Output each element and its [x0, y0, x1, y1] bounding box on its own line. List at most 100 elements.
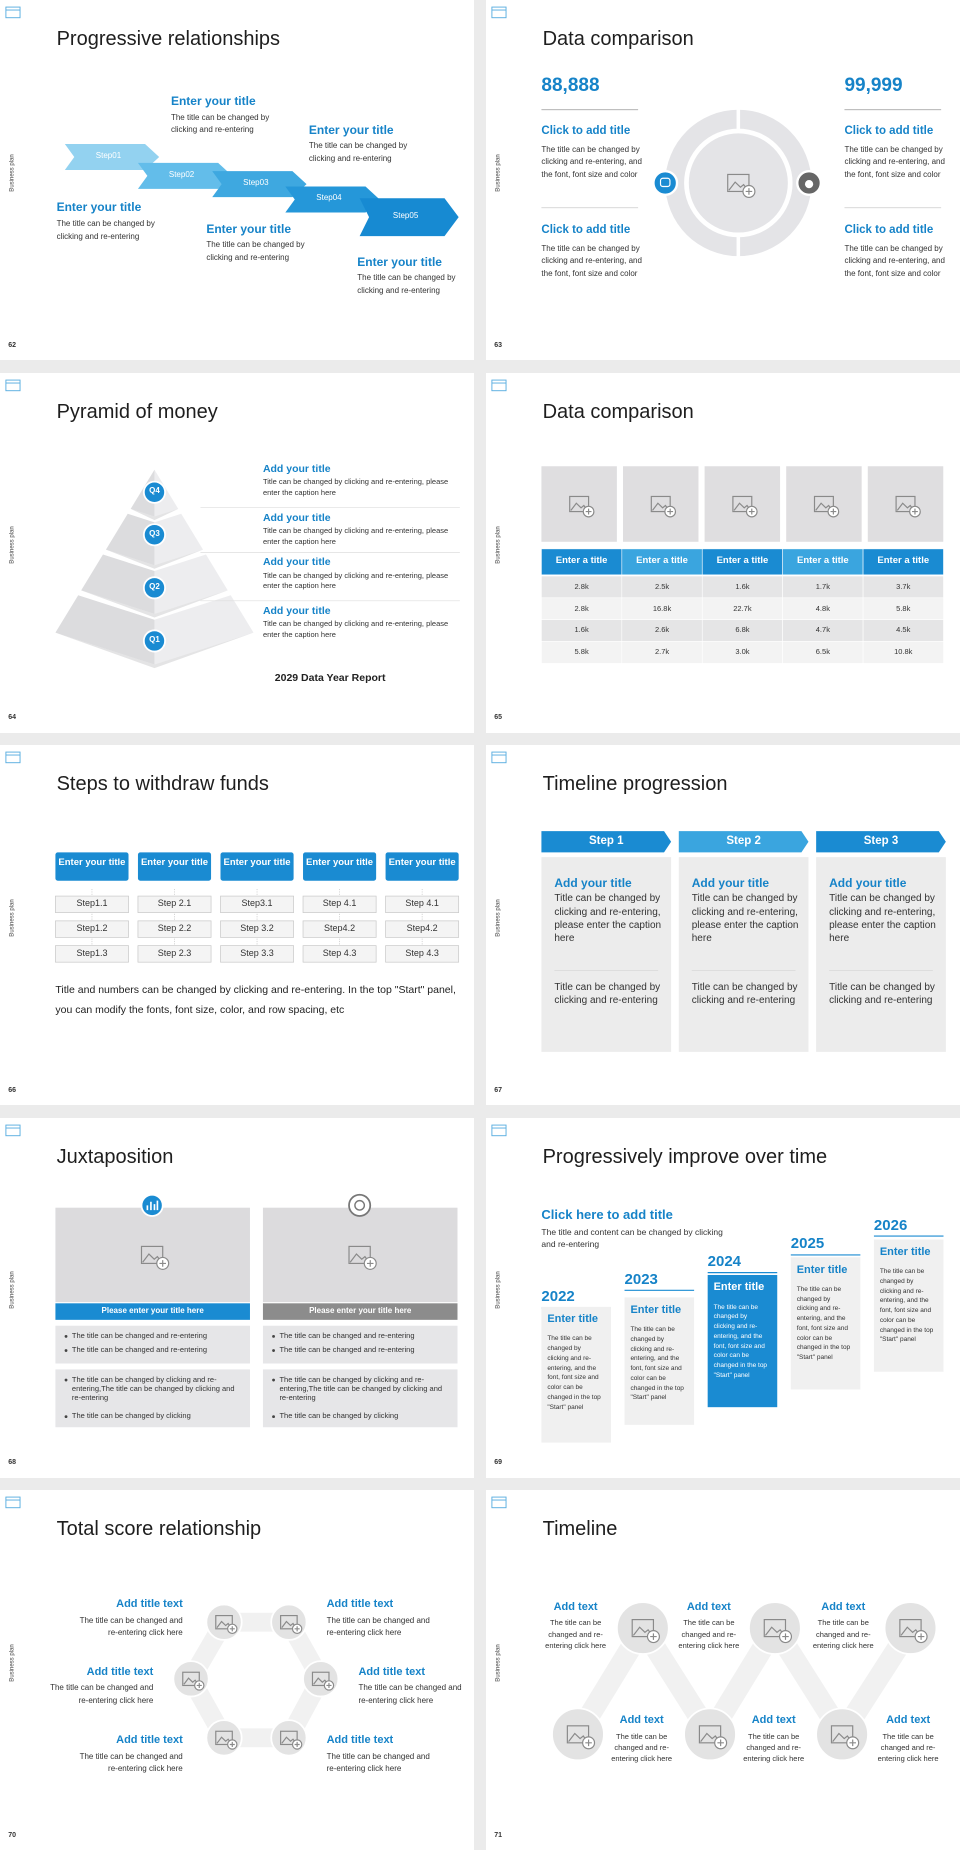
arrow [212, 171, 307, 198]
card-title: Enter title [713, 1281, 765, 1294]
slide[interactable]: Juxtaposition Business plan 68 Please enter… [0, 1117, 474, 1478]
slide-graphics [5, 1496, 340, 1757]
card [678, 857, 809, 1052]
step-text: Step 4.3 [405, 947, 439, 958]
card-title: Enter title [796, 1263, 848, 1276]
item-title: Add title text [116, 1598, 183, 1611]
item-title: Click to add title [541, 124, 631, 137]
year: 2024 [707, 1253, 742, 1271]
slide[interactable]: Progressively improve over time Business … [486, 1117, 960, 1478]
caption: Please enter your title here [101, 1306, 204, 1316]
item-body: The title can be changed by clicking and… [357, 273, 456, 295]
slide[interactable]: Data comparison Business plan 63 88,888 99,9… [486, 0, 960, 360]
step-text: Step4.2 [324, 923, 356, 934]
image-icon [196, 1682, 202, 1689]
slide[interactable]: Data comparison Business plan 65 Enter a ti… [486, 372, 960, 733]
header-text: Enter your title [140, 857, 209, 869]
cell-text: 4.7k [815, 625, 830, 635]
item-body: The title can be changed by clicking and… [844, 144, 945, 179]
card-title: Enter title [630, 1303, 682, 1316]
year-card [790, 1256, 861, 1389]
slide-logo [5, 6, 21, 19]
image-icon [215, 1730, 233, 1746]
step-text: Step 2.3 [157, 947, 192, 958]
slide[interactable]: Steps to withdraw funds Business plan 66 En… [0, 745, 474, 1105]
header-box [220, 852, 294, 881]
step-box [302, 895, 377, 913]
image-icon [585, 1739, 592, 1747]
header-cell [701, 548, 783, 575]
card-title: Add your title [691, 875, 770, 890]
cell-text: 6.5k [815, 647, 830, 657]
header-text: Enter a title [636, 555, 688, 567]
year: 2026 [873, 1216, 908, 1234]
image-icon [140, 1245, 164, 1264]
step-box [137, 945, 212, 963]
node [615, 1601, 670, 1655]
step-box [385, 895, 460, 913]
slide-title: Progressive relationships [56, 28, 281, 51]
item-title: Enter your title [308, 122, 394, 137]
step-text: Step4.2 [406, 923, 438, 934]
slide-graphics [491, 751, 946, 1052]
header-text: Enter a title [555, 555, 608, 567]
year-card [541, 1306, 611, 1443]
image-icon [159, 1259, 166, 1267]
slide-logo [5, 1124, 21, 1136]
item-body: The title can be changed and re-entering… [611, 1731, 673, 1764]
item-body: The title can be changed by clicking and… [308, 141, 408, 163]
slide[interactable]: Progressive relationships Business plan 62… [0, 0, 474, 360]
arrow [64, 144, 160, 170]
slide[interactable]: Total score relationship Business plan 70 A… [0, 1490, 474, 1850]
slide[interactable]: Timeline progression Business plan 67 Step … [486, 745, 960, 1105]
item-body: Title can be changed by clicking and re-… [262, 477, 449, 498]
card [816, 857, 946, 1052]
node [270, 1603, 308, 1641]
slide-logo [491, 751, 507, 764]
year-card [707, 1274, 778, 1407]
node [270, 1719, 308, 1757]
node [551, 1707, 605, 1762]
pyramid-layer [55, 594, 155, 665]
cell-text: 1.7k [815, 581, 830, 591]
step-box [55, 895, 129, 913]
step-text: Step 2.1 [157, 898, 192, 909]
bullet-text: The title can be changed by clicking [279, 1411, 399, 1421]
slide[interactable]: Timeline Business plan 71 Add text The title… [486, 1490, 960, 1850]
pyramid-layer [154, 513, 203, 565]
step-text: Step1.3 [76, 947, 108, 958]
item-body: The title can be changed by clicking and… [170, 113, 270, 135]
pyramid-layer [81, 553, 155, 614]
side-label: Business plan [8, 1271, 15, 1309]
step-label: Step02 [168, 169, 195, 179]
cell-text: 1.6k [735, 581, 750, 591]
year: 2023 [624, 1270, 658, 1288]
step-box [220, 945, 294, 963]
header-text: Enter your title [388, 857, 456, 869]
image-icon [763, 1619, 787, 1638]
slide-graphics [5, 751, 460, 963]
bullet [64, 1414, 68, 1418]
step-text: Step 3.2 [240, 923, 274, 934]
image-icon [294, 1741, 300, 1748]
image-placeholder [704, 465, 781, 542]
cell-text: 3.0k [735, 647, 750, 657]
image-icon [585, 508, 592, 514]
node [302, 1660, 340, 1698]
image-icon [830, 1725, 854, 1744]
step-chevron [541, 831, 672, 853]
header-text: Enter a title [877, 555, 930, 567]
step-label: Step 2 [726, 834, 761, 847]
image-icon [215, 1614, 233, 1630]
step-text: Step 3.3 [240, 947, 274, 958]
cell-text: 2.7k [654, 647, 670, 657]
slide[interactable]: Pyramid of money Business plan 64 Q4 Q3 Q2 Q1 A… [0, 372, 474, 733]
step-box [137, 920, 212, 938]
item-body: The title can be changed by clicking and… [541, 144, 642, 179]
quarter-label: Q2 [149, 581, 160, 591]
item-title: Add your title [262, 511, 331, 524]
image-icon [748, 508, 755, 514]
node [172, 1660, 210, 1698]
page-number: 65 [494, 714, 503, 722]
